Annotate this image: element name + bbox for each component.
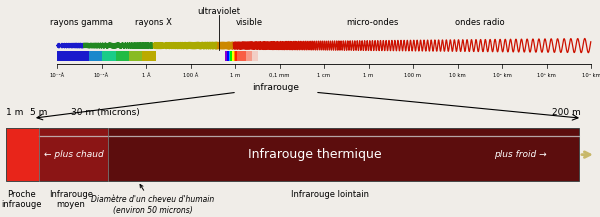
Text: 100 m: 100 m <box>404 73 421 78</box>
Text: infrarouge: infrarouge <box>253 83 299 92</box>
Bar <box>116 51 129 61</box>
Text: Diamètre d'un cheveu d'humain
(environ 50 microns): Diamètre d'un cheveu d'humain (environ 5… <box>91 184 215 215</box>
Bar <box>39 128 108 181</box>
Bar <box>235 51 237 61</box>
Text: visible: visible <box>235 18 263 27</box>
Bar <box>230 51 232 61</box>
Text: rayons X: rayons X <box>134 18 172 27</box>
Text: 1 m: 1 m <box>364 73 374 78</box>
Text: 10³ km: 10³ km <box>537 73 556 78</box>
Bar <box>103 51 116 61</box>
Text: 1 Å: 1 Å <box>142 73 151 78</box>
Text: Proche
infraouge: Proche infraouge <box>1 190 41 209</box>
Text: ← plus chaud: ← plus chaud <box>44 150 103 159</box>
Bar <box>237 51 252 61</box>
Bar <box>227 51 229 61</box>
Text: 1 m: 1 m <box>6 108 23 117</box>
Bar <box>142 51 156 61</box>
Text: 200 m: 200 m <box>552 108 581 117</box>
Bar <box>6 128 39 181</box>
Bar <box>237 51 246 61</box>
Bar <box>232 51 233 61</box>
Text: 10⁴ km: 10⁴ km <box>581 73 600 78</box>
Bar <box>225 51 227 61</box>
Text: plus froid →: plus froid → <box>494 150 547 159</box>
Text: 5 m: 5 m <box>31 108 47 117</box>
Text: 10² km: 10² km <box>493 73 511 78</box>
Text: 0,1 mm: 0,1 mm <box>269 73 290 78</box>
Text: 30 m (microns): 30 m (microns) <box>71 108 139 117</box>
Bar <box>108 128 579 181</box>
Text: Infrarouge thermique: Infrarouge thermique <box>248 148 382 161</box>
Bar <box>233 51 235 61</box>
Bar <box>237 51 258 61</box>
Text: Infrarouge lointain: Infrarouge lointain <box>291 190 369 199</box>
Text: ondes radio: ondes radio <box>455 18 505 27</box>
Bar <box>6 128 579 181</box>
Bar <box>229 51 230 61</box>
Text: 1 m: 1 m <box>230 73 240 78</box>
Bar <box>89 51 103 61</box>
Text: micro-ondes: micro-ondes <box>346 18 398 27</box>
Text: ultraviolet: ultraviolet <box>197 7 241 16</box>
Bar <box>129 51 142 61</box>
Text: 10 km: 10 km <box>449 73 466 78</box>
Text: Infrarouge
moyen: Infrarouge moyen <box>49 190 93 209</box>
Text: 100 Å: 100 Å <box>183 73 198 78</box>
Text: 1 cm: 1 cm <box>317 73 331 78</box>
Text: 10⁻⁴Å: 10⁻⁴Å <box>49 73 65 78</box>
Bar <box>57 51 89 61</box>
Text: rayons gamma: rayons gamma <box>49 18 113 27</box>
Text: 10⁻²Å: 10⁻²Å <box>94 73 109 78</box>
